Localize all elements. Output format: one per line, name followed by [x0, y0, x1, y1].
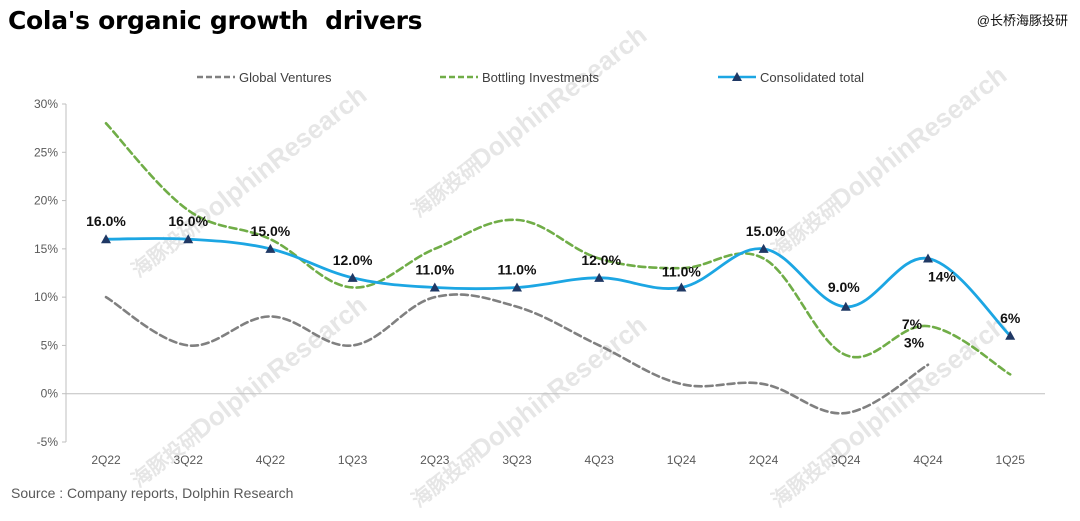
data-point-marker [512, 282, 522, 292]
data-point-marker [183, 234, 194, 244]
data-label-consolidated_total: 6% [1000, 310, 1021, 326]
chart-title: Cola's organic growth drivers [8, 6, 423, 35]
data-label-global_ventures: 3% [904, 335, 925, 351]
data-label-consolidated_total: 16.0% [86, 213, 126, 229]
data-label-consolidated_total: 15.0% [746, 223, 786, 239]
legend-marker [732, 72, 742, 81]
data-point-marker [1005, 330, 1016, 340]
x-tick-label: 4Q23 [585, 453, 615, 467]
data-point-marker [923, 253, 933, 263]
data-label-consolidated_total: 16.0% [168, 213, 208, 229]
data-point-marker [265, 243, 276, 253]
x-tick-label: 1Q24 [667, 453, 697, 467]
watermark-text: DolphinResearch [185, 79, 372, 234]
watermark-text: DolphinResearch [185, 289, 372, 444]
x-tick-label: 2Q22 [91, 453, 121, 467]
data-label-consolidated_total: 12.0% [581, 252, 621, 268]
x-tick-label: 3Q24 [831, 453, 861, 467]
data-label-consolidated_total: 9.0% [828, 279, 860, 295]
y-tick-label: 30% [34, 97, 58, 111]
series-line-consolidated_total [104, 237, 1012, 338]
data-label-consolidated_total: 11.0% [662, 263, 701, 279]
data-point-marker [101, 234, 111, 244]
data-label-consolidated_total: 15.0% [251, 223, 291, 239]
y-tick-label: 5% [41, 338, 59, 352]
x-tick-label: 2Q24 [749, 453, 779, 467]
series-line-bottling_investments [104, 122, 1012, 376]
data-point-marker [758, 243, 769, 253]
x-tick-label: 4Q24 [913, 453, 943, 467]
x-tick-label: 1Q25 [996, 453, 1026, 467]
data-label-consolidated_total: 11.0% [415, 261, 454, 277]
watermark-text: DolphinResearch [825, 309, 1012, 464]
data-label-consolidated_total: 12.0% [333, 252, 373, 268]
legend-label-consolidated_total: Consolidated total [760, 70, 864, 85]
y-tick-label: 25% [34, 145, 58, 159]
x-tick-label: 4Q22 [256, 453, 286, 467]
data-point-marker [840, 301, 851, 311]
source-note: Source : Company reports, Dolphin Resear… [11, 485, 294, 501]
data-point-marker [676, 282, 687, 292]
y-tick-label: 0% [41, 387, 59, 401]
data-point-marker [594, 272, 605, 282]
data-labels: 3% 7% 16.0% 16.0% 15.0% 12.0% 11.0% 11.0% 12.0% 1… [86, 213, 1021, 351]
legend-label-bottling_investments: Bottling Investments [482, 70, 600, 85]
legend-label-global_ventures: Global Ventures [239, 70, 332, 85]
series-line-global_ventures [104, 293, 930, 415]
x-tick-label: 2Q23 [420, 453, 450, 467]
data-label-consolidated_total: 11.0% [498, 261, 537, 277]
x-tick-label: 1Q23 [338, 453, 368, 467]
watermark-text: DolphinResearch [465, 19, 652, 174]
axis-layer: -5% 0% 5% 10% 15% 20% 25% 30% 2Q22 3Q22 4Q22 1Q23 2Q… [34, 97, 1045, 467]
brand-watermark-label: @长桥海豚投研 [976, 13, 1068, 28]
data-label-bottling_investments: 7% [902, 316, 923, 332]
legend: Global Ventures Bottling Investments Conso… [197, 70, 864, 85]
series-layer [101, 122, 1016, 415]
x-tick-label: 3Q23 [502, 453, 532, 467]
watermark-text-cn: 海豚投研 [407, 154, 485, 222]
x-tick-label: 3Q22 [174, 453, 204, 467]
y-tick-label: 20% [34, 194, 58, 208]
data-point-marker [347, 272, 358, 282]
watermark-text: DolphinResearch [465, 309, 652, 464]
data-label-consolidated_total: 14% [928, 269, 957, 285]
y-tick-label: -5% [37, 435, 59, 449]
data-point-marker [429, 282, 440, 292]
y-tick-label: 10% [34, 290, 58, 304]
y-tick-label: 15% [34, 242, 58, 256]
